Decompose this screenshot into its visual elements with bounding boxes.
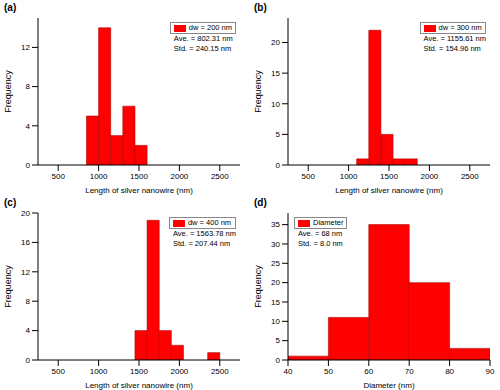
- svg-text:Length of silver nanowire (nm): Length of silver nanowire (nm): [85, 186, 193, 195]
- svg-text:10: 10: [271, 100, 280, 109]
- svg-text:20: 20: [21, 209, 30, 218]
- html-text:Diameter: Diameter: [313, 218, 344, 227]
- svg-text:Frequency: Frequency: [253, 70, 263, 113]
- html-text:(c): (c): [4, 197, 17, 208]
- svg-text:25: 25: [271, 259, 280, 268]
- html-text:dw = 400 nm: dw = 400 nm: [188, 218, 232, 227]
- svg-text:90: 90: [486, 367, 492, 376]
- svg-text:8: 8: [26, 82, 31, 91]
- svg-text:1500: 1500: [130, 367, 148, 376]
- svg-text:500: 500: [52, 367, 66, 376]
- html-text:Ave. = 1155.61 nm: Ave. = 1155.61 nm: [423, 34, 486, 43]
- svg-text:Frequency: Frequency: [8, 70, 13, 113]
- html-text:Std. = 207.44 nm: Std. = 207.44 nm: [173, 239, 231, 248]
- html-text:Std. = 8.0 nm: Std. = 8.0 nm: [298, 239, 343, 248]
- svg-text:0: 0: [276, 161, 281, 170]
- html-text:Ave. = 68 nm: Ave. = 68 nm: [298, 229, 343, 238]
- svg-text:4: 4: [26, 326, 31, 335]
- svg-text:20: 20: [271, 278, 280, 287]
- svg-text:1000: 1000: [340, 172, 358, 181]
- svg-text:500: 500: [302, 172, 316, 181]
- svg-text:1000: 1000: [90, 367, 108, 376]
- svg-text:2000: 2000: [421, 172, 439, 181]
- svg-text:2500: 2500: [211, 172, 229, 181]
- svg-text:80: 80: [445, 367, 454, 376]
- html-text:(a): (a): [4, 2, 17, 13]
- svg-text:Length of silver nanowire (nm): Length of silver nanowire (nm): [335, 186, 443, 195]
- svg-text:15: 15: [271, 69, 280, 78]
- svg-text:2000: 2000: [171, 172, 189, 181]
- svg-text:1500: 1500: [130, 172, 148, 181]
- svg-text:15: 15: [271, 298, 280, 307]
- svg-text:Length of silver nanowire (nm): Length of silver nanowire (nm): [85, 381, 193, 390]
- svg-text:8: 8: [26, 297, 31, 306]
- svg-text:2500: 2500: [461, 172, 479, 181]
- svg-text:0: 0: [276, 356, 281, 365]
- html-text:dw = 300 nm: dw = 300 nm: [438, 23, 482, 32]
- svg-text:5: 5: [276, 336, 281, 345]
- svg-text:1500: 1500: [380, 172, 398, 181]
- svg-text:Diameter (nm): Diameter (nm): [363, 381, 414, 390]
- svg-text:500: 500: [52, 172, 66, 181]
- svg-text:0: 0: [26, 161, 31, 170]
- html-text:(b): (b): [254, 2, 267, 13]
- html-text:Ave. = 802.31 nm: Ave. = 802.31 nm: [173, 34, 233, 43]
- svg-text:50: 50: [324, 367, 333, 376]
- html-text:(d): (d): [254, 197, 267, 208]
- svg-text:Frequency: Frequency: [253, 265, 263, 308]
- svg-text:4: 4: [26, 122, 31, 131]
- svg-text:0: 0: [26, 356, 31, 365]
- svg-text:35: 35: [271, 220, 280, 229]
- svg-text:Frequency: Frequency: [8, 265, 13, 308]
- svg-text:2000: 2000: [171, 367, 189, 376]
- svg-text:1000: 1000: [90, 172, 108, 181]
- svg-text:5: 5: [276, 130, 281, 139]
- svg-text:20: 20: [271, 38, 280, 47]
- html-text:dw = 200 nm: dw = 200 nm: [188, 23, 232, 32]
- html-text:Std. = 154.96 nm: Std. = 154.96 nm: [423, 44, 481, 53]
- svg-text:40: 40: [284, 367, 293, 376]
- svg-text:12: 12: [21, 268, 30, 277]
- svg-text:60: 60: [364, 367, 373, 376]
- html-text:Std. = 240.15 nm: Std. = 240.15 nm: [173, 44, 232, 53]
- html-text:Ave. = 1563.78 nm: Ave. = 1563.78 nm: [173, 229, 236, 238]
- svg-text:12: 12: [21, 43, 30, 52]
- svg-text:10: 10: [271, 317, 280, 326]
- svg-text:2500: 2500: [211, 367, 229, 376]
- svg-text:16: 16: [21, 238, 30, 247]
- svg-text:30: 30: [271, 240, 280, 249]
- svg-text:70: 70: [405, 367, 414, 376]
